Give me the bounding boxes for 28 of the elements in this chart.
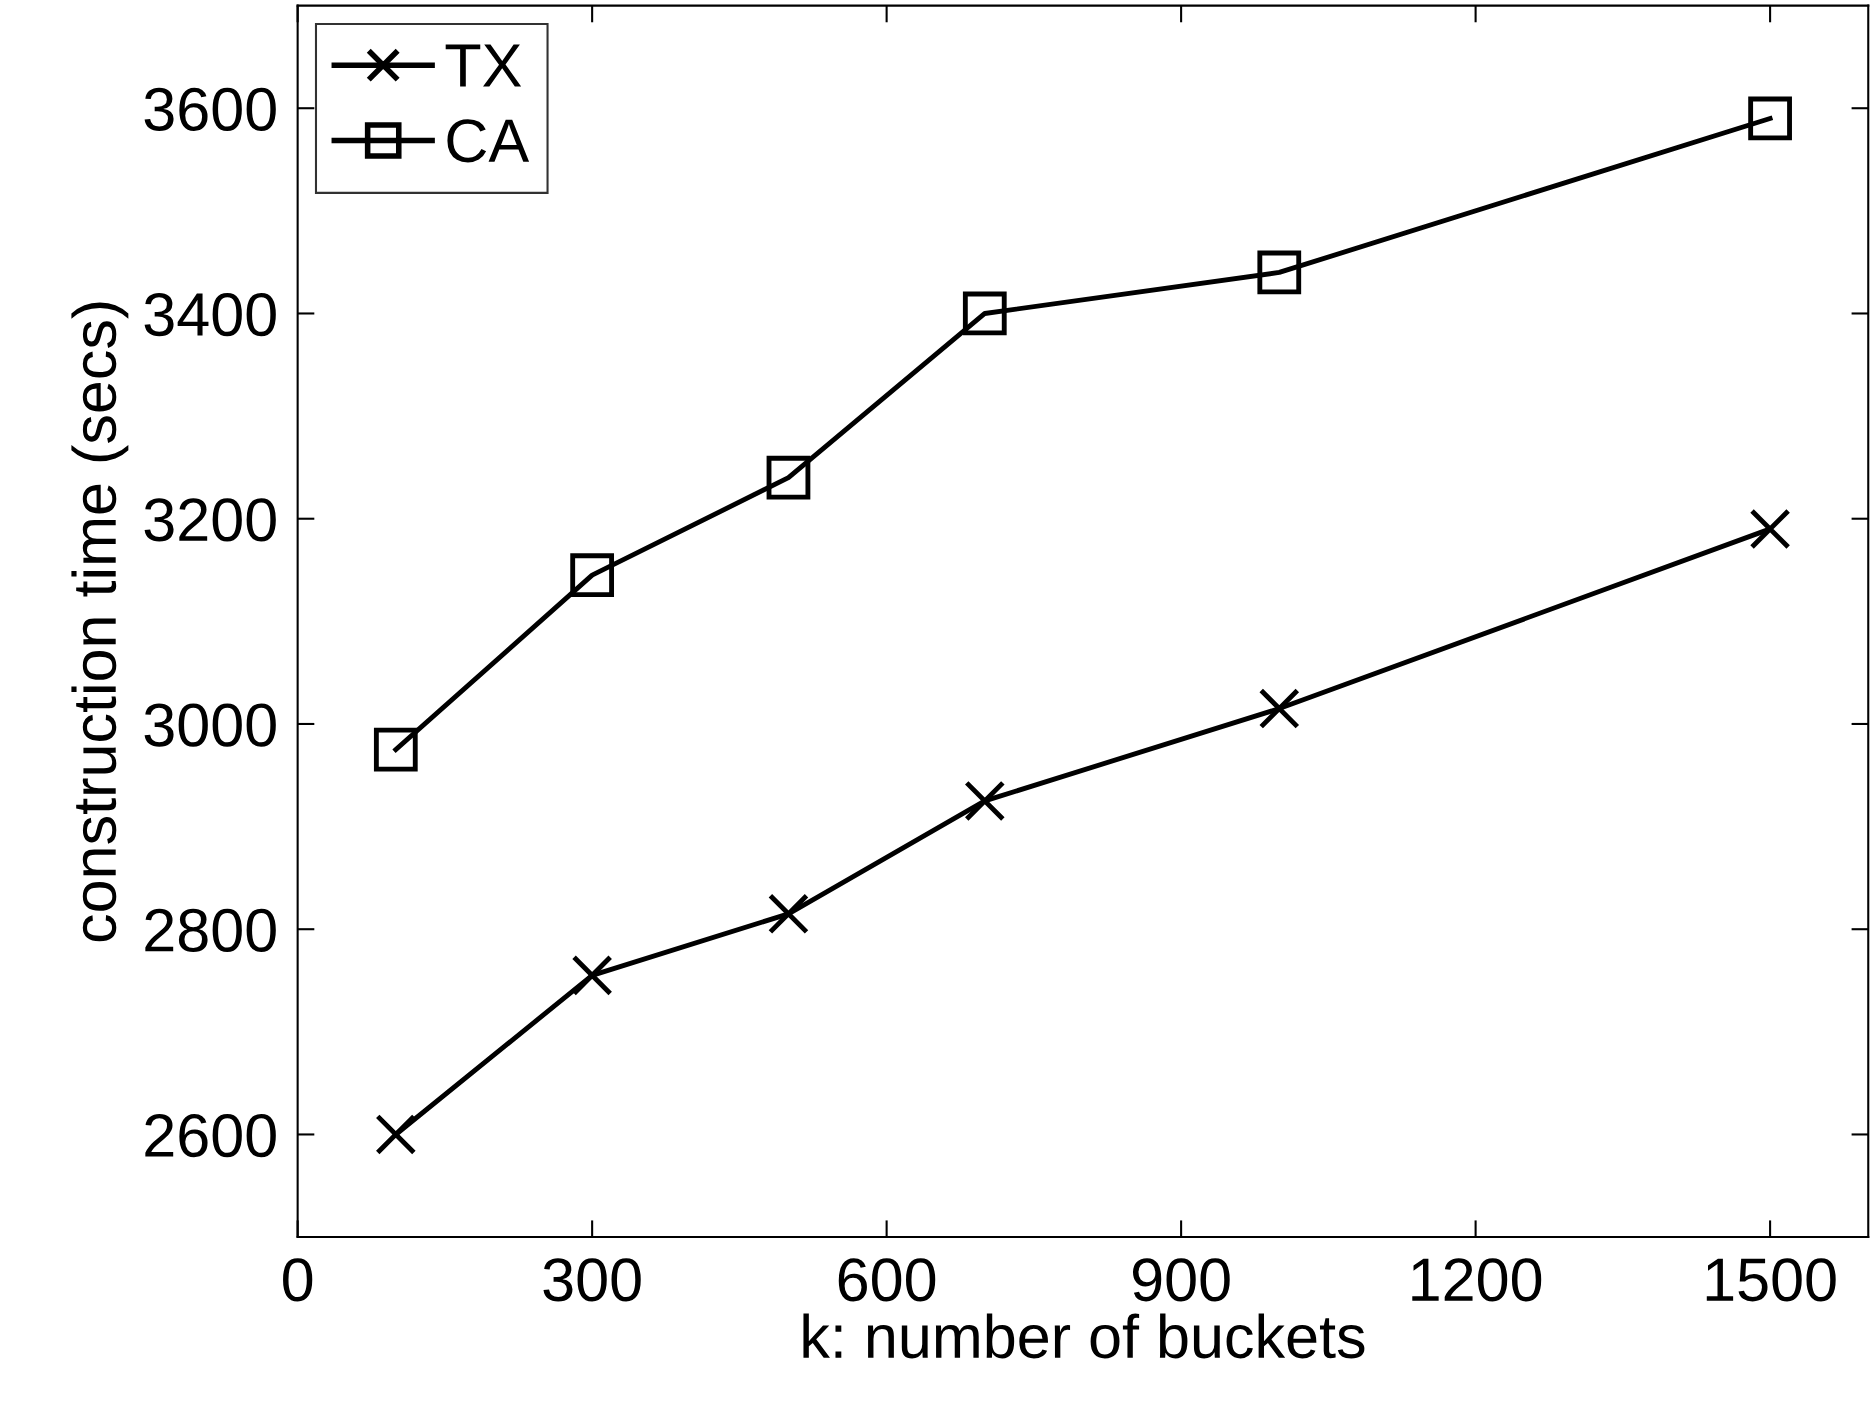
point (571, 954, 613, 996)
y-tick-label: 3000 (144, 703, 276, 747)
x-tick-label: 0 (283, 1258, 313, 1302)
y-tick-label: 3600 (144, 87, 276, 131)
y-axis-title: construction time (secs) (71, 302, 129, 942)
point (375, 1113, 417, 1155)
y-tick-label: 2800 (145, 908, 276, 952)
point (1257, 250, 1302, 295)
point (964, 780, 1006, 822)
legend-label: CA (447, 119, 530, 163)
x-tick-label: 1500 (1706, 1258, 1836, 1302)
x-tick-label: 900 (1133, 1258, 1230, 1302)
y-tick-label: 3200 (144, 498, 276, 542)
point (1749, 508, 1791, 550)
x-tick-label: 600 (838, 1258, 936, 1302)
y-tick-label: 3400 (144, 292, 276, 337)
y-tick-label: 2600 (145, 1113, 276, 1158)
point (767, 893, 809, 935)
point (570, 553, 615, 598)
x-tick-label: 1200 (1412, 1258, 1542, 1302)
point (1748, 96, 1792, 141)
x-tick-label: 300 (543, 1258, 641, 1302)
point (373, 727, 418, 772)
x-axis-title: k: number of buckets (803, 1313, 1365, 1359)
point (1258, 688, 1300, 730)
legend-label: TX (445, 44, 522, 87)
point (962, 291, 1007, 336)
point (766, 455, 811, 500)
